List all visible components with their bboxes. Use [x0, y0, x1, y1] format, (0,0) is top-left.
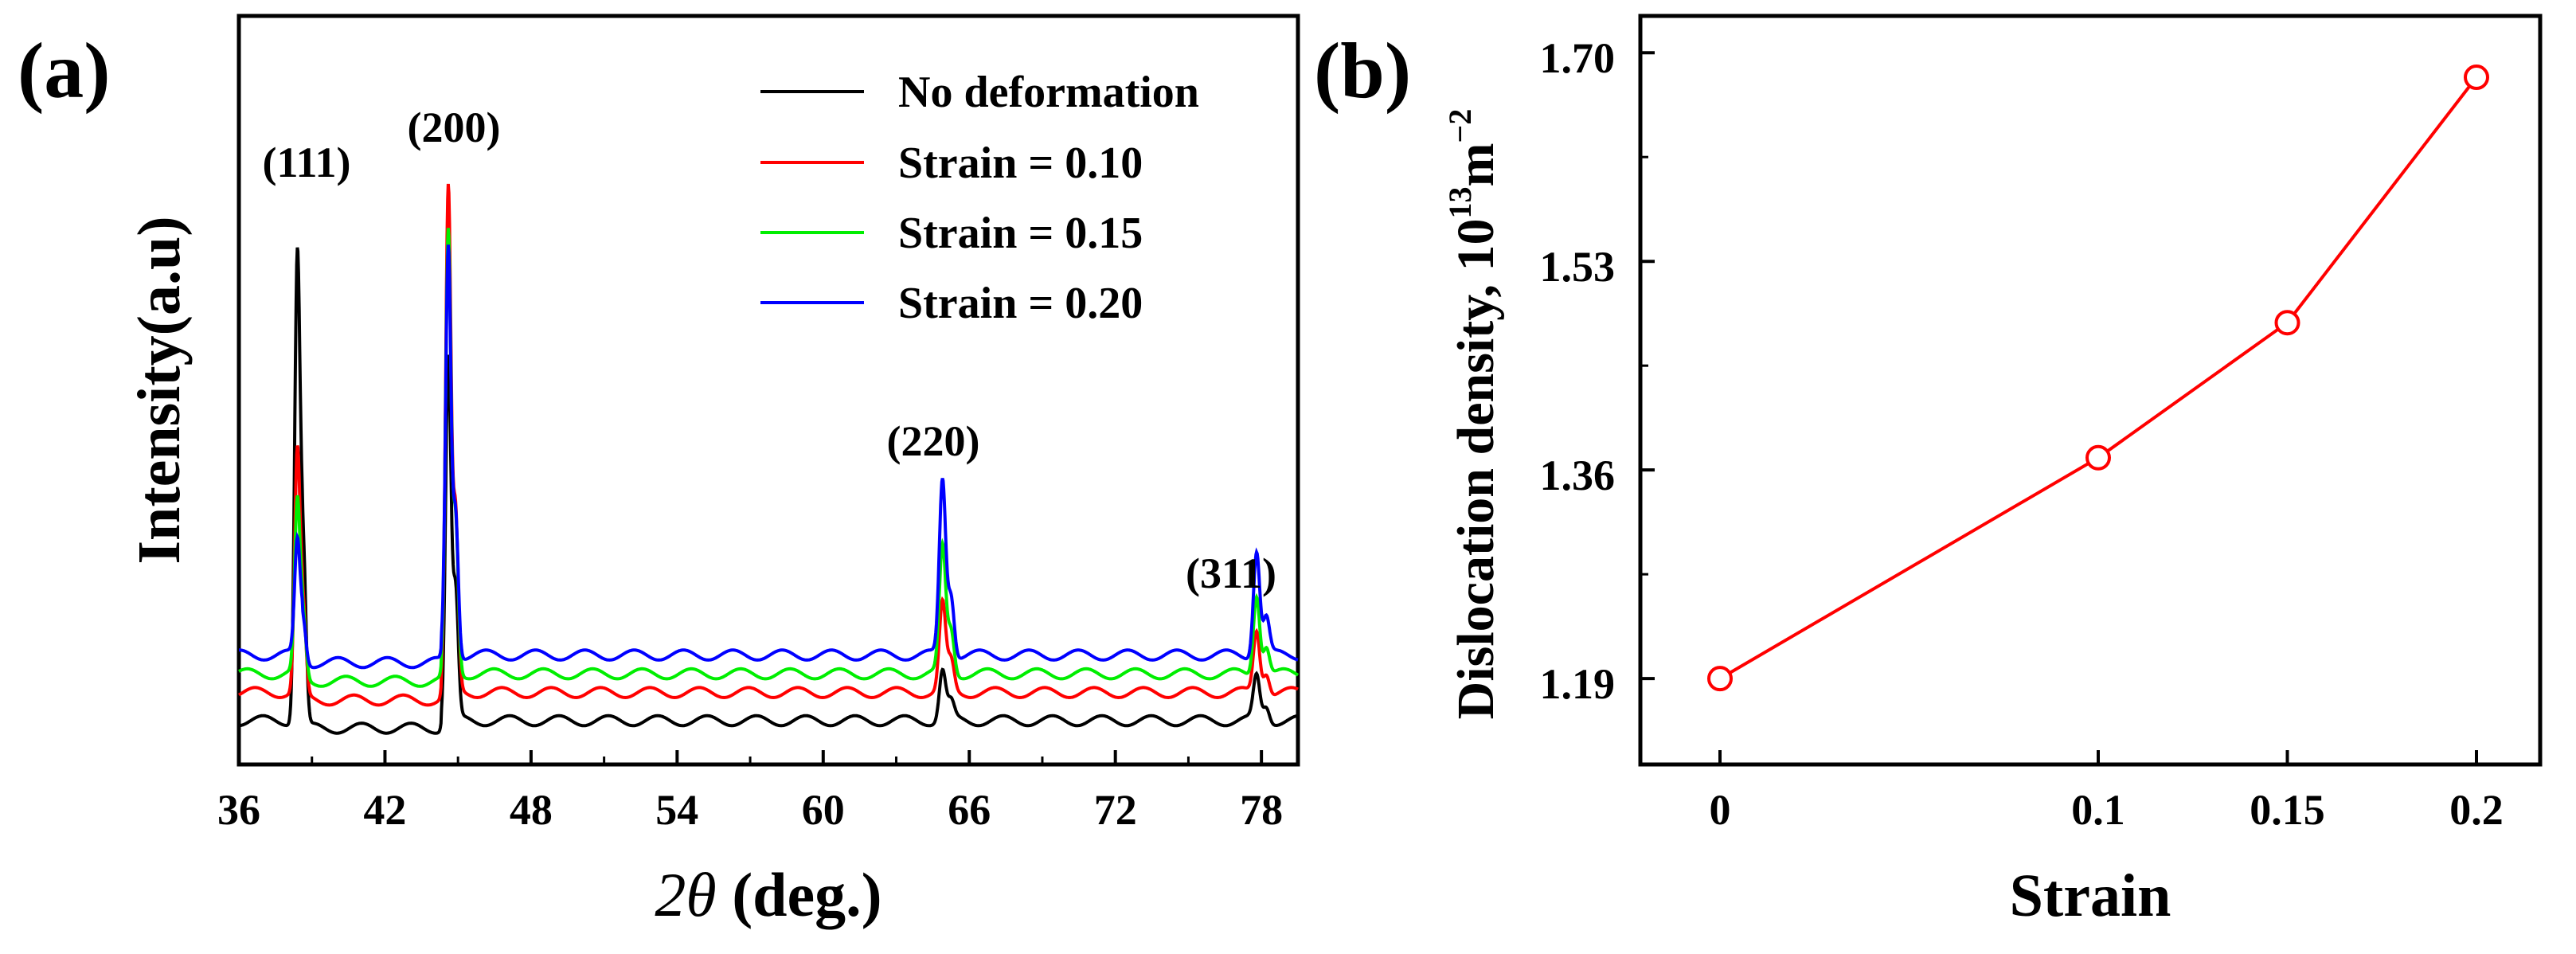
- panel-b-y-axis-label: Dislocation density, 1013m−2: [1442, 109, 1505, 720]
- panel-b-y-tick-labels: 1.19 1.36 1.53 1.70: [1540, 34, 1616, 708]
- a-xtick-label-54: 54: [655, 786, 698, 834]
- peak-label-111: (111): [262, 139, 350, 186]
- y-label-exp2: −2: [1442, 109, 1478, 143]
- a-xtick-label-78: 78: [1240, 786, 1283, 834]
- panel-a-x-tick-labels: 36 42 48 54 60 66 72 78: [217, 786, 1283, 834]
- dislocation-density-markers: [1707, 65, 2489, 692]
- legend-label-strain-0.20: Strain = 0.20: [898, 279, 1143, 328]
- b-ytick-label-1.19: 1.19: [1540, 660, 1616, 708]
- panel-a-y-axis-label: Intensity(a.u): [126, 216, 193, 564]
- peak-label-220: (220): [887, 417, 980, 465]
- legend-label-strain-0.15: Strain = 0.15: [898, 209, 1143, 258]
- b-xtick-label-0.1: 0.1: [2071, 786, 2125, 834]
- xrd-series-strain-0.20: [239, 244, 1299, 670]
- xrd-series-no-deformation: [238, 247, 1299, 735]
- panel-a-x-axis-label: 2θ (deg.): [655, 860, 881, 929]
- a-xtick-label-72: 72: [1094, 786, 1137, 834]
- xrd-series-strain-0.15: [238, 228, 1300, 688]
- two-theta-symbol: 2θ: [655, 860, 716, 929]
- x-axis-unit: (deg.): [732, 860, 881, 929]
- legend: No deformation Strain = 0.10 Strain = 0.…: [760, 68, 1199, 328]
- panel-b-plot-frame: [1638, 14, 2543, 767]
- panel-a-label: (a): [18, 26, 111, 115]
- data-point-strain-0: [1707, 666, 1733, 692]
- panel-a: (a) 36 42 48 54 60 66 72 78 2θ (deg.) In…: [18, 14, 1300, 929]
- dislocation-density-line: [1718, 76, 2478, 680]
- panel-b-label: (b): [1314, 26, 1411, 115]
- b-xtick-label-0.15: 0.15: [2250, 786, 2325, 834]
- a-xtick-label-36: 36: [217, 786, 260, 834]
- panel-a-x-ticks: [237, 750, 1264, 764]
- panel-a-plot-frame: [236, 14, 1300, 767]
- data-point-strain-0.1: [2085, 444, 2111, 471]
- data-point-strain-0.15: [2274, 310, 2300, 336]
- legend-label-strain-0.10: Strain = 0.10: [898, 139, 1143, 188]
- peak-label-311: (311): [1186, 549, 1276, 597]
- xrd-series-strain-0.10: [237, 183, 1299, 707]
- legend-label-no-deformation: No deformation: [898, 68, 1199, 117]
- y-label-unit: m: [1447, 143, 1505, 186]
- data-point-strain-0.2: [2464, 65, 2489, 91]
- peak-labels: (111) (200) (220) (311): [262, 104, 1276, 597]
- b-xtick-label-0.2: 0.2: [2449, 786, 2504, 834]
- panel-b-x-axis-label: Strain: [2010, 862, 2171, 929]
- b-xtick-label-0: 0: [1710, 786, 1731, 834]
- b-ytick-label-1.36: 1.36: [1540, 452, 1616, 499]
- a-xtick-label-48: 48: [510, 786, 553, 834]
- y-label-text: Dislocation density, 10: [1447, 218, 1505, 719]
- panel-b-x-tick-labels: 0 0.1 0.15 0.2: [1710, 786, 2504, 834]
- panel-b-y-ticks: [1640, 51, 1655, 681]
- a-xtick-label-60: 60: [802, 786, 845, 834]
- b-ytick-label-1.70: 1.70: [1540, 34, 1616, 82]
- a-xtick-label-66: 66: [948, 786, 991, 834]
- panel-b: (b) 1.19 1.36 1.53 1.70 0 0.1 0.15 0.2 S…: [1314, 14, 2543, 929]
- panel-b-x-ticks: [1718, 750, 2478, 764]
- y-label-exp1: 13: [1442, 186, 1478, 218]
- a-xtick-label-42: 42: [363, 786, 406, 834]
- peak-label-200: (200): [408, 104, 501, 151]
- b-ytick-label-1.53: 1.53: [1540, 243, 1616, 291]
